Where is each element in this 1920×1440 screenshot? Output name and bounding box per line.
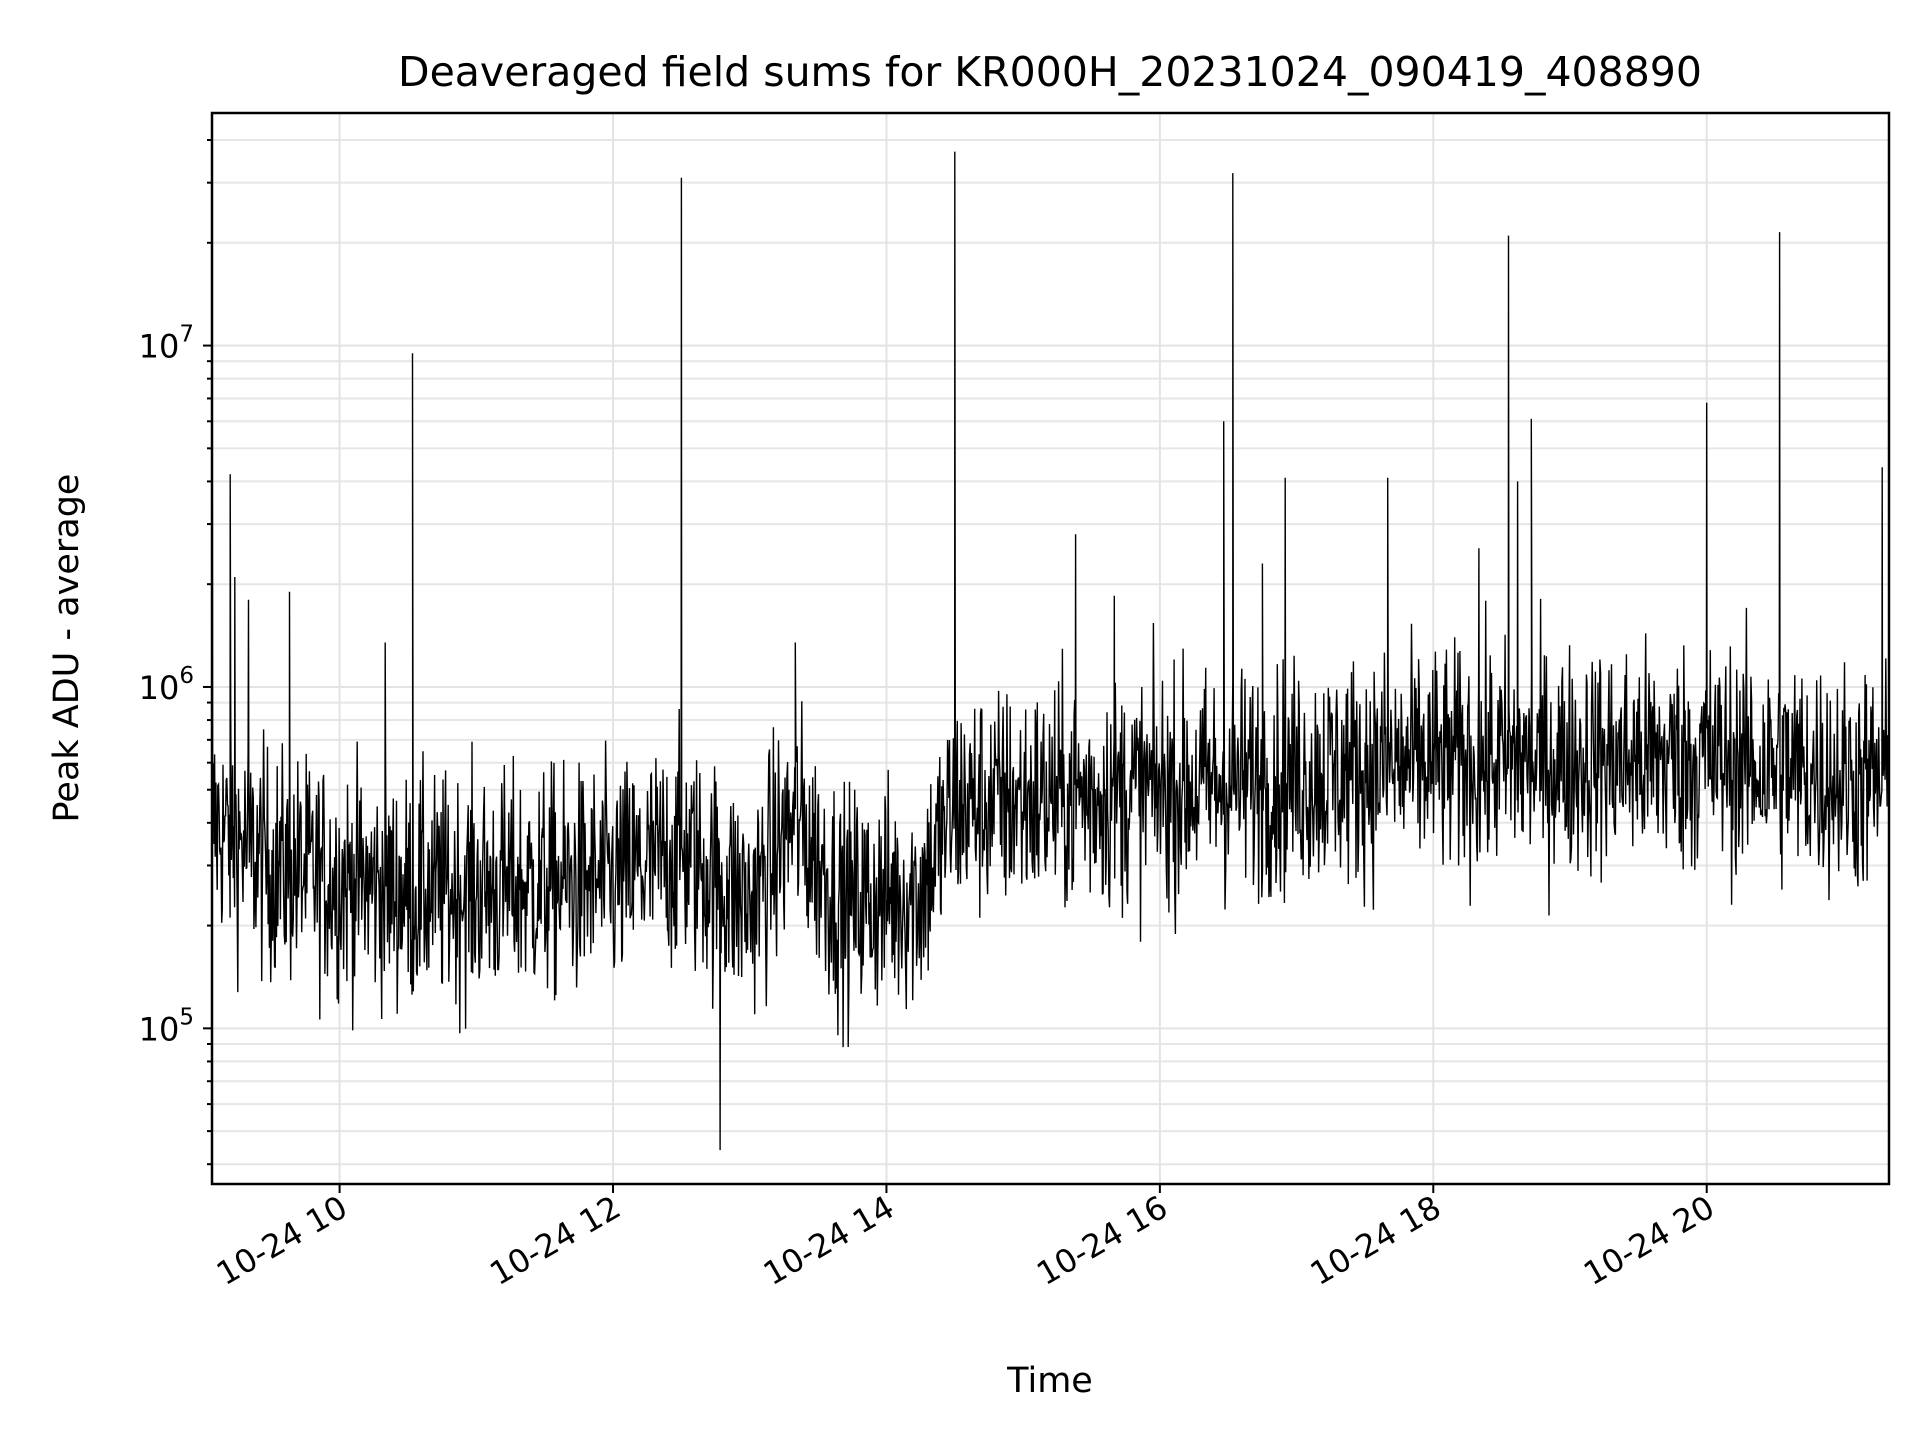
x-axis-label: Time	[1006, 1361, 1093, 1401]
series-line	[211, 151, 1890, 1151]
y-tick-label: 107	[139, 322, 194, 366]
y-tick-label: 105	[139, 1004, 194, 1048]
series-layer	[211, 151, 1890, 1151]
y-tick-base: 10	[139, 669, 180, 707]
y-tick-base: 10	[139, 1010, 180, 1048]
y-tick-base: 10	[139, 328, 180, 366]
plot-frame	[210, 111, 1891, 1186]
y-tick-exponent: 7	[179, 322, 194, 348]
y-tick-exponent: 5	[179, 1004, 194, 1030]
y-tick-exponent: 6	[179, 663, 194, 689]
chart-title: Deaveraged field sums for KR000H_2023102…	[398, 48, 1702, 96]
y-axis-label: Peak ADU - average	[47, 474, 87, 823]
y-tick-label: 106	[139, 663, 194, 707]
